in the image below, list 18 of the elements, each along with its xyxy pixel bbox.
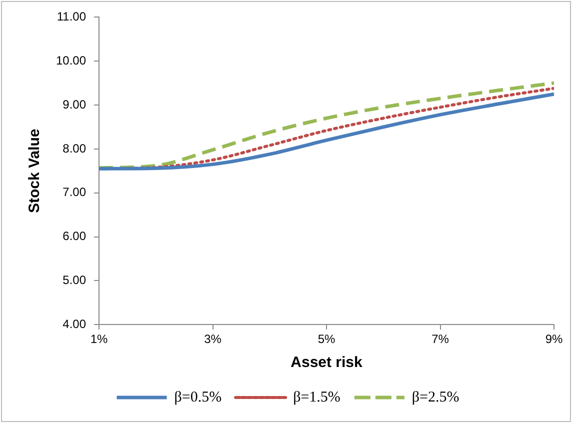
x-axis-title: Asset risk [290,354,364,372]
y-tick-label: 8.00 [62,141,86,156]
x-tick-label: 3% [204,332,222,346]
legend-label: β=1.5% [293,389,340,406]
y-tick-label: 9.00 [62,97,86,112]
x-tick-label: 9% [545,332,563,346]
y-tick-label: 6.00 [62,229,86,244]
y-tick-label: 5.00 [62,273,86,287]
x-tick-label: 7% [432,332,450,346]
y-axis-title: Stock Value [26,128,44,214]
y-tick-label: 11.00 [56,10,86,24]
legend-label: β=0.5% [174,389,222,406]
y-tick-label: 10.00 [56,53,86,68]
y-tick-label: 4.00 [62,316,86,331]
legend-label: β=2.5% [412,389,460,406]
y-tick-label: 7.00 [62,185,86,200]
x-tick-label: 5% [318,332,336,346]
x-tick-label: 1% [90,332,108,346]
